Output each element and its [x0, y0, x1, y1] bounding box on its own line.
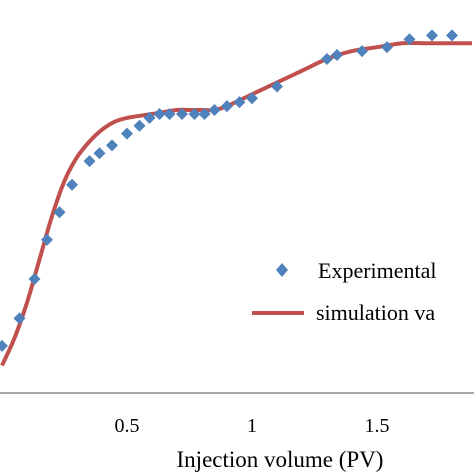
series-line-simulation	[0, 40, 472, 367]
data-point-experimental	[233, 96, 246, 109]
x-ticks: 0.5 1 1.5	[115, 415, 390, 437]
x-axis-title: Injection volume (PV)	[177, 447, 384, 472]
data-point-experimental	[403, 33, 416, 46]
data-point-experimental	[66, 178, 78, 191]
data-point-experimental	[246, 92, 258, 105]
data-point-experimental	[426, 29, 438, 42]
data-point-experimental	[93, 147, 106, 160]
data-point-experimental	[163, 107, 176, 120]
data-point-experimental	[41, 233, 53, 246]
data-point-experimental	[381, 41, 393, 54]
data-point-experimental	[106, 139, 118, 152]
data-point-experimental	[221, 100, 233, 113]
x-tick-label: 1	[247, 415, 257, 437]
data-point-experimental	[0, 339, 8, 352]
data-point-experimental	[271, 80, 283, 93]
data-point-experimental	[28, 273, 41, 286]
legend-box	[262, 240, 474, 340]
x-tick-label: 0.5	[115, 415, 140, 437]
data-point-experimental	[198, 107, 211, 120]
data-point-experimental	[13, 312, 26, 325]
plot-area	[0, 29, 472, 367]
data-point-experimental	[53, 206, 66, 219]
data-point-experimental	[83, 155, 96, 168]
data-point-experimental	[331, 49, 343, 62]
data-point-experimental	[143, 111, 156, 124]
legend-label-experimental: Experimental	[318, 258, 437, 283]
data-point-experimental	[356, 45, 368, 58]
data-point-experimental	[176, 107, 188, 120]
legend-marker-experimental	[276, 263, 288, 277]
data-point-experimental	[321, 52, 333, 65]
data-point-experimental	[133, 119, 146, 132]
data-point-experimental	[188, 107, 201, 120]
data-point-experimental	[121, 127, 133, 140]
data-point-experimental	[446, 29, 458, 42]
legend-label-simulation: simulation va	[316, 300, 435, 325]
x-tick-label: 1.5	[365, 415, 390, 437]
data-point-experimental	[208, 104, 221, 117]
data-point-experimental	[153, 107, 166, 120]
